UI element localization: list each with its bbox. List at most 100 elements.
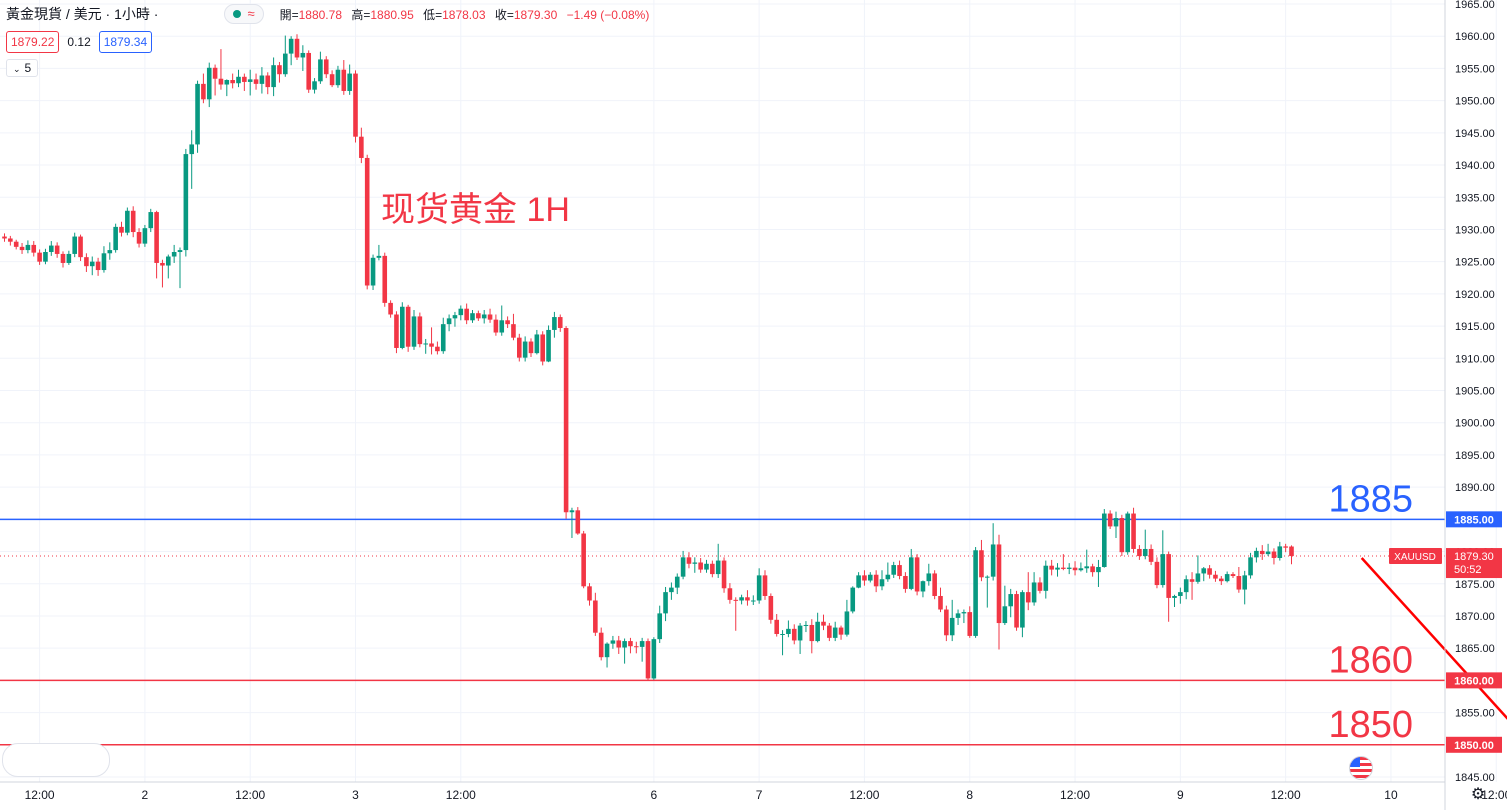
candle-body (628, 641, 633, 647)
symbol-tag-label: XAUUSD (1394, 552, 1436, 563)
candle-body (598, 632, 604, 658)
last-price-label: 1879.30 (1454, 551, 1494, 563)
candle-body (751, 600, 756, 602)
candle (780, 630, 785, 656)
candle-body (1172, 595, 1177, 598)
candle-body (8, 238, 13, 242)
y-tick-label: 1925.00 (1455, 257, 1495, 269)
candle-body (990, 544, 996, 577)
candle-body (692, 562, 698, 564)
candle (142, 224, 148, 247)
candle (288, 36, 294, 66)
market-status-pill[interactable]: ≈ (224, 4, 264, 24)
candle (534, 329, 540, 355)
wave-icon: ≈ (247, 6, 255, 21)
candle (505, 316, 510, 329)
candle (66, 250, 72, 265)
candle (31, 241, 37, 257)
candle (1236, 567, 1242, 593)
indicators-toggle-button[interactable]: ⌄ 5 (6, 59, 39, 77)
candle-body (1160, 554, 1166, 586)
candle (25, 240, 31, 254)
candle-body (575, 510, 581, 534)
y-tick-label: 1900.00 (1455, 418, 1495, 430)
candle-body (487, 314, 493, 320)
x-tick-label: 2 (142, 788, 149, 802)
candle-body (522, 341, 528, 358)
candle (265, 72, 271, 95)
candle-body (949, 617, 955, 636)
us-flag-icon[interactable] (1349, 756, 1373, 780)
gear-icon[interactable]: ⚙ (1470, 786, 1486, 803)
candle (1037, 577, 1043, 594)
candle-body (1201, 568, 1207, 574)
candle-body (60, 253, 66, 263)
candle-body (277, 65, 282, 75)
candle (464, 303, 469, 325)
candle (639, 637, 645, 662)
candle (1148, 544, 1154, 566)
candle (60, 251, 66, 268)
candle-body (405, 306, 411, 347)
candle (651, 637, 657, 680)
candle-body (727, 588, 733, 600)
candle (125, 207, 130, 236)
candle-body (961, 612, 967, 614)
candle-body (253, 79, 259, 84)
candle (253, 73, 259, 90)
y-tick-label: 1940.00 (1455, 160, 1495, 172)
candle-body (242, 76, 247, 82)
candle (283, 35, 288, 77)
candle (862, 570, 867, 586)
candle (996, 534, 1002, 650)
candle (19, 242, 25, 254)
candle-body (639, 641, 645, 647)
candle (569, 507, 575, 539)
level-label-1860: 1860 (1328, 639, 1413, 681)
candle (973, 547, 978, 638)
chart-annotation: 现货黄金 1H (381, 191, 570, 229)
candle-body (283, 53, 288, 75)
candle-body (885, 574, 891, 580)
candle-body (1043, 565, 1049, 591)
candle (394, 311, 399, 354)
candle-body (1224, 574, 1230, 582)
candle (195, 80, 200, 153)
x-tick-label: 3 (352, 788, 359, 802)
level-axis-tag (1446, 736, 1502, 753)
candle (669, 582, 674, 600)
buy-price-button[interactable]: 1879.34 (98, 31, 153, 53)
candle-body (557, 317, 563, 329)
chart-header: 黃金現貨 / 美元 · 1小時 · ≈ 開=1880.78 高=1880.95 … (6, 4, 655, 24)
candle (2, 233, 7, 242)
spread-value: 0.12 (67, 35, 91, 49)
x-tick-label: 12:00 (446, 788, 476, 802)
symbol-title[interactable]: 黃金現貨 / 美元 · 1小時 · (6, 6, 159, 22)
candle (967, 606, 973, 638)
high-value: 1880.95 (370, 7, 414, 22)
candle (745, 590, 750, 606)
candle-body (1248, 557, 1253, 576)
sell-price-button[interactable]: 1879.22 (6, 31, 60, 53)
candle (756, 568, 762, 604)
time-axis[interactable]: 12:00 2 12:00 3 12:00 6 7 12:00 8 12:00 9 12:00 10 12… (0, 781, 1507, 802)
y-tick-label: 1855.00 (1455, 708, 1495, 720)
candle-body (160, 262, 165, 266)
price-axis[interactable]: 1845.00 1850.00 1855.00 1860.00 1865.00 1870.… (1389, 0, 1502, 810)
candle-body (464, 308, 469, 321)
candle-body (1277, 546, 1283, 558)
candle (1008, 588, 1013, 618)
candle-body (323, 59, 329, 75)
navigation-pill[interactable] (2, 743, 110, 777)
candle (634, 641, 639, 654)
candle (171, 244, 177, 263)
candle (815, 612, 820, 643)
candle-body (435, 346, 440, 352)
candle-body (224, 80, 230, 85)
candle (1055, 563, 1060, 577)
candle (1043, 560, 1049, 599)
candle (1154, 557, 1160, 589)
candle (891, 561, 896, 578)
candle-body (335, 69, 341, 86)
